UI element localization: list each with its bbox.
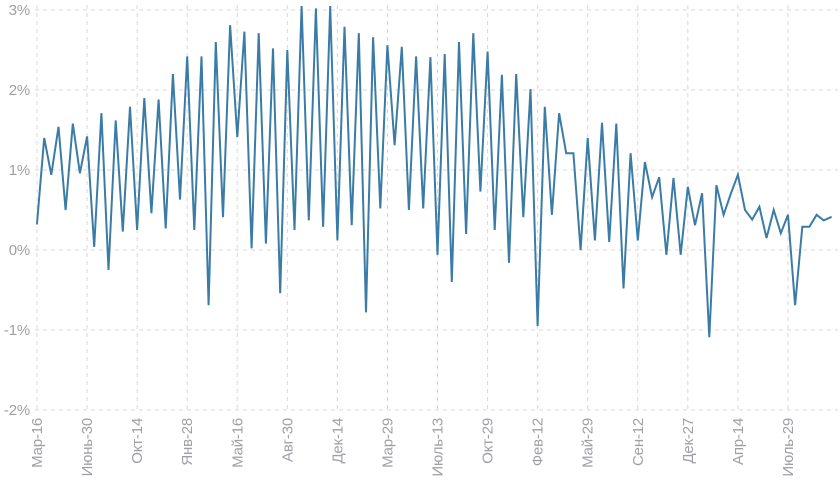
x-axis-label: Июнь-30: [79, 418, 96, 476]
data-series-line[interactable]: [36, 5, 832, 338]
x-axis-label: Фев-12: [530, 418, 547, 466]
x-axis-label: Авг-30: [279, 418, 296, 462]
x-axis-label: Дек-27: [680, 418, 697, 464]
y-axis-label: 2%: [9, 82, 30, 99]
x-axis-label: Мар-16: [29, 418, 46, 468]
y-axis-label: 3%: [9, 2, 30, 19]
x-axis-label: Июль-29: [780, 418, 797, 477]
y-axis-label: 0%: [9, 242, 30, 259]
x-axis-label: Мар-29: [379, 418, 396, 468]
x-axis-label: Сен-12: [630, 418, 647, 466]
y-axis-label: -1%: [4, 322, 30, 339]
x-axis-label: Дек-14: [329, 418, 346, 464]
x-axis-label: Май-16: [229, 418, 246, 468]
x-axis-label: Май-29: [580, 418, 597, 468]
x-axis-label: Окт-14: [129, 418, 146, 464]
y-axis-label: 1%: [9, 162, 30, 179]
x-axis-label: Янв-28: [179, 418, 196, 466]
x-axis-label: Апр-14: [730, 418, 747, 465]
x-axis-label: Окт-29: [480, 418, 497, 464]
y-axis-label: -2%: [4, 402, 30, 419]
x-axis-label: Июль-13: [430, 418, 447, 477]
